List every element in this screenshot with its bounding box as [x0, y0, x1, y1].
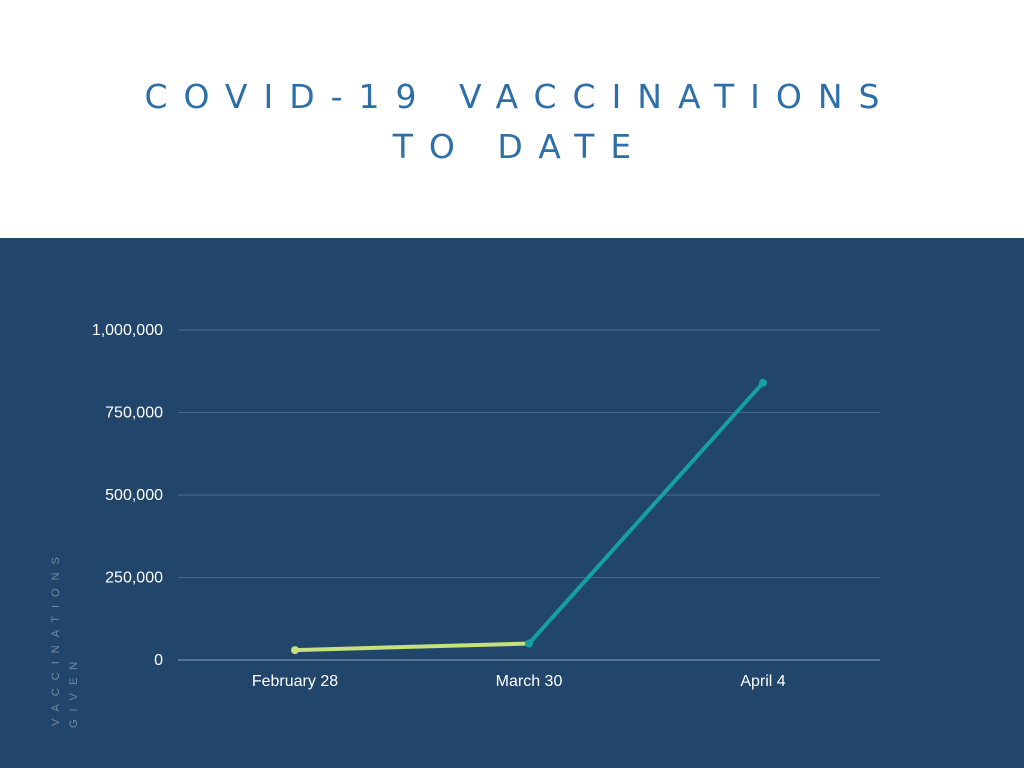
chart-title: COVID-19 VACCINATIONS TO DATE	[0, 72, 1024, 172]
y-axis-label-line-2: GIVEN	[68, 654, 80, 728]
y-tick-label: 0	[154, 652, 163, 669]
series-lines	[293, 380, 765, 653]
x-tick-label: April 4	[740, 673, 785, 690]
chart-panel: 0 250,000 500,000 750,000 1,000,000 February…	[0, 238, 1024, 768]
title-line-1: COVID-19 VACCINATIONS	[144, 77, 896, 116]
x-tick-label: February 28	[252, 673, 338, 690]
x-tick-label: March 30	[496, 673, 563, 690]
data-point	[759, 378, 767, 387]
y-tick-label: 750,000	[105, 405, 163, 422]
y-tick-labels: 0 250,000 500,000 750,000 1,000,000	[92, 322, 163, 669]
y-tick-label: 500,000	[105, 487, 163, 504]
y-axis-label-line-1: VACCINATIONS	[50, 549, 62, 726]
y-tick-label: 250,000	[105, 570, 163, 587]
grid-lines	[178, 329, 880, 661]
title-line-2: TO DATE	[392, 127, 648, 166]
header: COVID-19 VACCINATIONS TO DATE	[0, 0, 1024, 238]
x-tick-labels: February 28 March 30 April 4	[252, 673, 786, 690]
line-segment-1	[293, 641, 531, 653]
line-chart: 0 250,000 500,000 750,000 1,000,000 February…	[50, 322, 880, 728]
data-points	[291, 378, 767, 655]
data-point	[291, 646, 299, 655]
line-segment-2	[527, 380, 765, 646]
y-tick-label: 1,000,000	[92, 322, 163, 339]
data-point	[525, 639, 533, 648]
